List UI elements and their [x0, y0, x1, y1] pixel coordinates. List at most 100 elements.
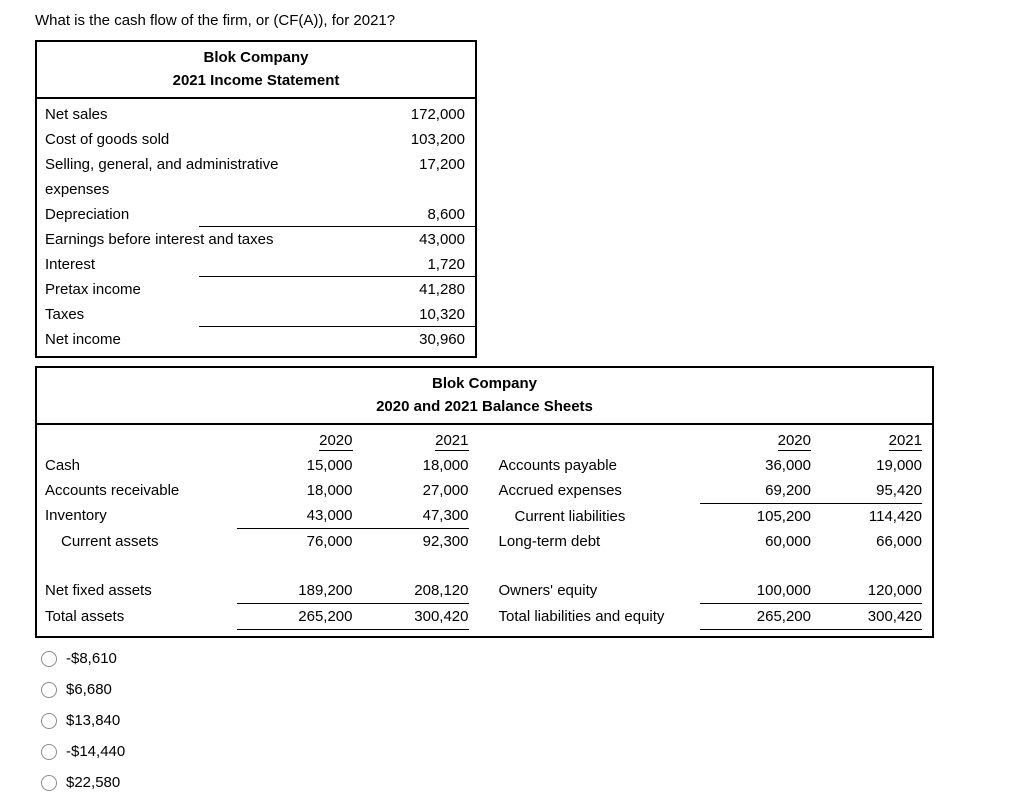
asset-value-2020: 265,200	[298, 608, 353, 625]
liabilities-column: 2020 2021 Accounts payable 36,000 19,000…	[498, 428, 923, 630]
income-row-label: Pretax income	[45, 281, 141, 298]
liability-values: 36,000 19,000	[700, 453, 922, 478]
radio-button[interactable]	[41, 712, 57, 729]
liabilities-year-header-row: 2020 2021	[499, 428, 922, 453]
asset-row-inventory: Inventory 43,000 47,300	[45, 503, 469, 529]
balance-sheet-subtitle: 2020 and 2021 Balance Sheets	[376, 398, 593, 415]
income-row-value: 10,320	[419, 306, 465, 323]
liability-row-long-term-debt: Long-term debt 60,000 66,000	[499, 529, 923, 554]
asset-value-2020: 15,000	[306, 457, 353, 474]
liability-value-2020: 36,000	[765, 457, 811, 474]
income-row-taxes: Taxes 10,320	[37, 302, 475, 327]
year-header-2021: 2021	[435, 432, 469, 451]
option-row-4[interactable]: -$14,440	[41, 736, 1024, 767]
radio-button[interactable]	[41, 650, 57, 667]
income-statement-table: Blok Company 2021 Income Statement Net s…	[35, 40, 477, 358]
liability-row-current-liabilities: Current liabilities 105,200 114,420	[499, 504, 923, 529]
asset-value-2021: 18,000	[422, 457, 469, 474]
asset-label: Total assets	[45, 608, 125, 625]
income-row-label: Interest	[45, 256, 96, 273]
spacer-row	[499, 554, 923, 578]
income-row-value: 43,000	[419, 231, 465, 248]
asset-label: Net fixed assets	[45, 582, 152, 599]
asset-values: 15,000 18,000	[237, 453, 469, 478]
assets-column: 2020 2021 Cash 15,000 18,000 Accounts re…	[45, 428, 469, 630]
liability-values: 69,200 95,420	[700, 478, 922, 504]
asset-label: Accounts receivable	[45, 482, 180, 499]
income-row-ebit: Earnings before interest and taxes 43,00…	[37, 227, 475, 252]
liability-value-2020: 105,200	[756, 508, 811, 525]
liability-value-2021: 66,000	[876, 533, 922, 550]
radio-button[interactable]	[41, 774, 57, 791]
income-row-label: Selling, general, and administrative exp…	[45, 156, 279, 198]
liability-row-accrued-expenses: Accrued expenses 69,200 95,420	[498, 478, 922, 504]
liability-values: 105,200 114,420	[700, 504, 922, 529]
liability-label: Owners' equity	[498, 582, 598, 599]
liability-value-2020: 60,000	[765, 533, 811, 550]
liability-label: Long-term debt	[498, 533, 601, 550]
balance-sheet-body: 2020 2021 Cash 15,000 18,000 Accounts re…	[37, 425, 932, 636]
income-row-label: Depreciation	[45, 206, 130, 223]
asset-value-2021: 47,300	[422, 507, 469, 524]
asset-values: 189,200 208,120	[236, 578, 469, 604]
option-label: -$14,440	[66, 743, 126, 760]
income-row-cogs: Cost of goods sold 103,200	[37, 127, 475, 152]
option-row-1[interactable]: -$8,610	[41, 643, 1024, 674]
income-row-value: 41,280	[419, 281, 465, 298]
income-row-sga: Selling, general, and administrative exp…	[37, 152, 475, 202]
liability-value-2021: 19,000	[876, 457, 922, 474]
income-statement-header: Blok Company 2021 Income Statement	[37, 42, 475, 99]
income-row-net-income: Net income 30,960	[37, 327, 475, 352]
year-header-2020: 2020	[777, 432, 811, 451]
income-row-net-sales: Net sales 172,000	[37, 102, 475, 127]
radio-button[interactable]	[41, 681, 57, 698]
option-row-2[interactable]: $6,680	[41, 674, 1024, 705]
asset-row-accounts-receivable: Accounts receivable 18,000 27,000	[45, 478, 469, 503]
asset-value-2021: 208,120	[414, 582, 469, 599]
asset-row-total-assets: Total assets 265,200 300,420	[45, 604, 469, 630]
liability-values: 60,000 66,000	[700, 529, 922, 554]
option-row-5[interactable]: $22,580	[41, 767, 1024, 798]
liability-row-accounts-payable: Accounts payable 36,000 19,000	[499, 453, 923, 478]
income-row-value: 30,960	[419, 331, 465, 348]
liability-label: Total liabilities and equity	[498, 608, 665, 625]
liability-values: 265,200 300,420	[700, 604, 922, 630]
liability-value-2020: 100,000	[756, 582, 811, 599]
option-label: $22,580	[66, 774, 121, 791]
option-label: $13,840	[66, 712, 121, 729]
liability-value-2020: 265,200	[756, 608, 811, 625]
income-row-depreciation: Depreciation 8,600	[37, 202, 475, 227]
income-row-value: 8,600	[427, 206, 465, 223]
option-label: $6,680	[66, 681, 112, 698]
asset-values: 265,200 300,420	[236, 604, 469, 630]
question-text: What is the cash flow of the firm, or (C…	[35, 12, 396, 29]
assets-year-header-row: 2020 2021	[45, 428, 469, 453]
income-row-label: Cost of goods sold	[45, 131, 170, 148]
asset-values: 76,000 92,300	[237, 529, 469, 554]
asset-label: Current assets	[61, 533, 159, 550]
option-row-3[interactable]: $13,840	[41, 705, 1024, 736]
liability-value-2021: 120,000	[867, 582, 922, 599]
liability-value-2021: 95,420	[876, 482, 922, 499]
income-row-interest: Interest 1,720	[37, 252, 475, 277]
income-row-label: Net sales	[45, 106, 108, 123]
income-row-label: Net income	[45, 331, 121, 348]
income-row-pretax-income: Pretax income 41,280	[37, 277, 475, 302]
liability-row-owners-equity: Owners' equity 100,000 120,000	[498, 578, 922, 604]
liability-value-2021: 114,420	[868, 508, 922, 525]
asset-row-current-assets: Current assets 76,000 92,300	[45, 529, 469, 554]
option-label: -$8,610	[66, 650, 117, 667]
liability-label: Accrued expenses	[498, 482, 622, 499]
radio-button[interactable]	[41, 743, 57, 760]
asset-value-2021: 92,300	[422, 533, 469, 550]
income-row-label: Taxes	[45, 306, 85, 323]
asset-value-2020: 76,000	[306, 533, 353, 550]
asset-row-cash: Cash 15,000 18,000	[45, 453, 469, 478]
asset-value-2020: 43,000	[306, 507, 353, 524]
asset-values: 18,000 27,000	[237, 478, 469, 503]
year-headers: 2020 2021	[237, 428, 469, 453]
income-row-label: Earnings before interest and taxes	[45, 231, 274, 248]
income-row-value: 103,200	[410, 131, 465, 148]
asset-label: Inventory	[45, 507, 107, 524]
